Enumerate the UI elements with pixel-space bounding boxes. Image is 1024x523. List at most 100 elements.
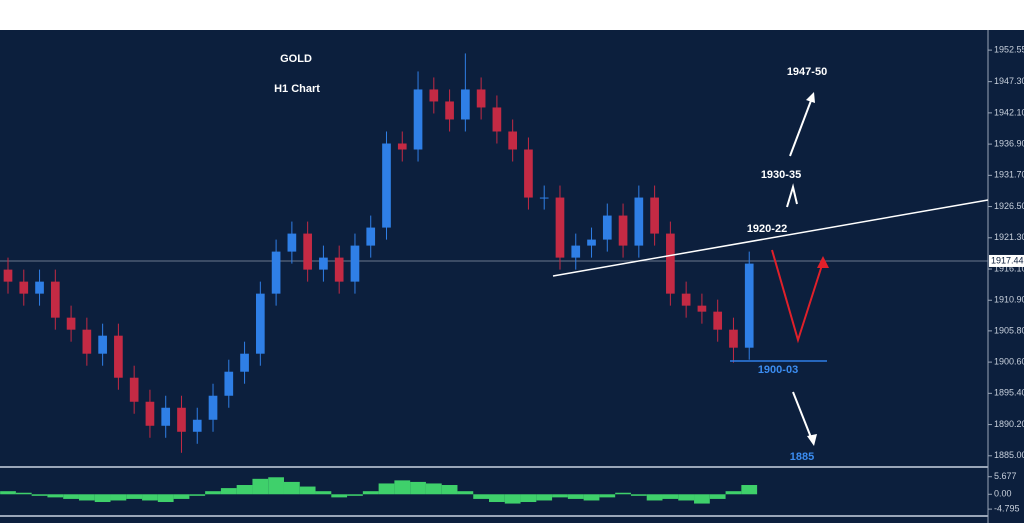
y-tick-label: 1947.30: [994, 76, 1024, 86]
chart-subtitle: H1 Chart: [274, 83, 320, 95]
candle-body: [744, 263, 754, 348]
candle-body: [50, 281, 60, 318]
oscillator-bar: [0, 491, 16, 495]
y-tick-label: 1900.60: [994, 356, 1024, 366]
oscillator-bar: [410, 481, 426, 495]
candle-body: [3, 269, 13, 282]
annotation: 1930-35: [761, 169, 801, 181]
candle-body: [129, 377, 139, 402]
candle-body: [334, 257, 344, 282]
annotation: 1885: [790, 451, 814, 463]
oscillator-bar: [31, 494, 48, 496]
annotation: 1947-50: [787, 66, 827, 78]
candle-body: [177, 407, 186, 432]
candle-body: [524, 149, 533, 198]
candle-body: [539, 197, 549, 199]
candle-body: [618, 215, 628, 246]
oscillator-bar: [678, 494, 695, 501]
candle-body: [303, 233, 312, 270]
oscillator-bar: [567, 494, 584, 499]
oscillator-bar: [694, 494, 710, 504]
candle-body: [697, 305, 707, 312]
oscillator-bar: [725, 491, 742, 495]
oscillator-bar: [504, 494, 521, 504]
candle-body: [555, 197, 565, 258]
oscillator-bar: [315, 491, 332, 495]
oscillator-bar: [252, 478, 269, 495]
y-tick-label: 1916.10: [994, 263, 1024, 273]
oscillator-bar: [220, 488, 237, 495]
candle-body: [98, 335, 107, 354]
candle-body: [445, 101, 454, 120]
candle-body: [413, 89, 423, 150]
oscillator-bar: [536, 494, 553, 501]
y-tick-label: 1952.55: [994, 44, 1024, 54]
y-tick-label: 1910.90: [994, 295, 1024, 305]
background: [0, 30, 1024, 523]
candle-body: [382, 143, 391, 228]
candle-body: [461, 89, 470, 120]
oscillator-bar: [94, 494, 111, 503]
oscillator-bar: [299, 486, 316, 495]
oscillator-bar: [662, 494, 679, 499]
oscillator-bar: [110, 494, 127, 501]
oscillator-bar: [63, 494, 79, 499]
y-tick-label: 1931.70: [994, 170, 1024, 180]
candle-body: [350, 245, 360, 282]
oscillator-bar: [552, 494, 568, 498]
candle-body: [713, 311, 723, 330]
candle-body: [429, 89, 439, 102]
y-tick-label: 1895.40: [994, 388, 1024, 398]
projection-path: [771, 249, 824, 344]
oscillator-bar: [457, 491, 474, 495]
oscillator-bar: [520, 494, 537, 503]
candle-body: [240, 353, 249, 372]
candle-body: [571, 245, 581, 258]
candle-body: [666, 233, 675, 294]
oscillator-bar: [646, 494, 663, 501]
y-tick-label: 0.00: [994, 489, 1012, 499]
candle-body: [681, 293, 691, 306]
candle-body: [287, 233, 297, 252]
candle-body: [602, 215, 612, 240]
annotation: 1900-03: [758, 364, 798, 376]
y-tick-label: -4.795: [994, 503, 1020, 513]
candle-body: [192, 419, 202, 432]
chart-title: GOLD: [280, 53, 312, 65]
candle-body: [82, 329, 92, 354]
oscillator-bar: [583, 494, 600, 501]
candle-body: [492, 107, 502, 132]
candle-body: [729, 329, 738, 348]
y-tick-label: 1942.10: [994, 107, 1024, 117]
oscillator-bar: [709, 494, 726, 499]
candle-body: [208, 395, 218, 420]
candle-body: [508, 131, 518, 150]
arrow-head: [817, 256, 829, 268]
oscillator-bar: [394, 480, 411, 495]
price-label-bg: [989, 254, 1024, 267]
oscillator-bar: [362, 491, 379, 495]
oscillator-bar: [425, 483, 442, 495]
current-price-label: 1917.44: [991, 255, 1024, 265]
candle-body: [19, 281, 29, 294]
y-tick-label: 1926.50: [994, 201, 1024, 211]
oscillator-bar: [331, 494, 348, 498]
oscillator-bar: [173, 494, 190, 499]
candle-body: [255, 293, 265, 354]
y-tick-label: 5.677: [994, 471, 1017, 481]
oscillator-bar: [47, 494, 64, 498]
trendline: [552, 199, 989, 277]
oscillator-bar: [189, 494, 206, 496]
oscillator-bar: [78, 494, 95, 501]
candle-body: [271, 251, 281, 294]
oscillator-bar: [378, 483, 395, 495]
oscillator-bar: [599, 494, 616, 498]
oscillator-bar: [630, 494, 647, 496]
candle-body: [587, 239, 596, 246]
oscillator-bar: [615, 492, 631, 495]
candle-body: [319, 257, 328, 270]
oscillator-bar: [489, 494, 505, 503]
candle-body: [224, 371, 234, 396]
